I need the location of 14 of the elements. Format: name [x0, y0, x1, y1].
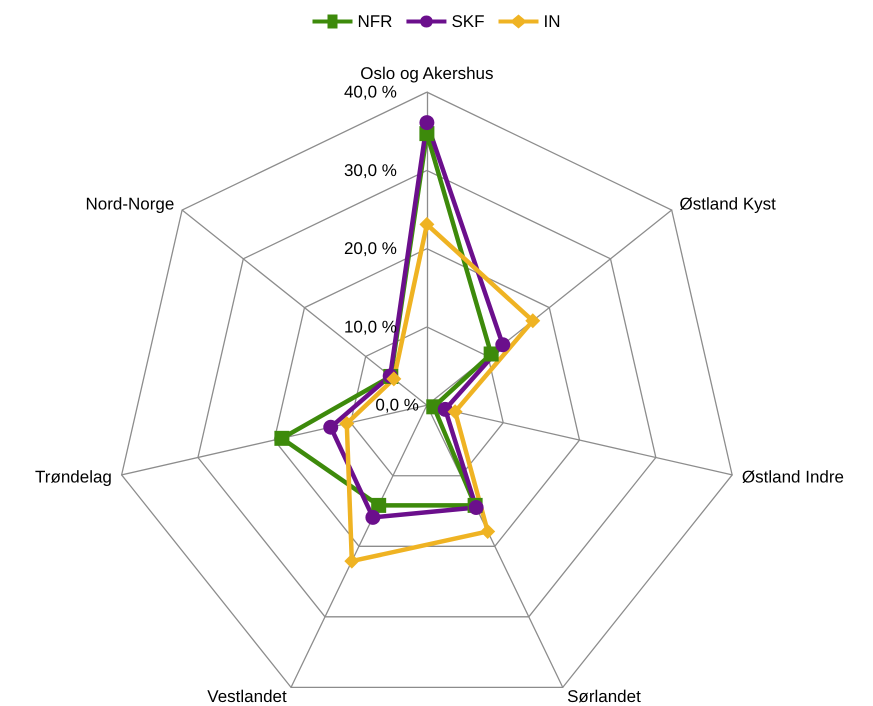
y-tick-label: 0,0 % — [375, 396, 419, 415]
spoke-label: Nord-Norge — [85, 194, 174, 214]
legend-label: SKF — [451, 12, 484, 31]
spoke-label: Vestlandet — [207, 686, 287, 706]
y-tick-label: 20,0 % — [344, 239, 397, 258]
spoke-label: Østland Indre — [742, 468, 844, 487]
y-tick-label: 40,0 % — [344, 82, 397, 102]
spoke-label: Trøndelag — [35, 468, 112, 487]
legend-label: NFR — [358, 12, 392, 31]
y-tick-label: 30,0 % — [344, 160, 397, 180]
spoke-label: Sørlandet — [567, 686, 642, 706]
legend-label: IN — [544, 12, 560, 31]
spoke-label: Oslo og Akershus — [360, 64, 494, 84]
spoke-label: Østland Kyst — [680, 194, 776, 214]
